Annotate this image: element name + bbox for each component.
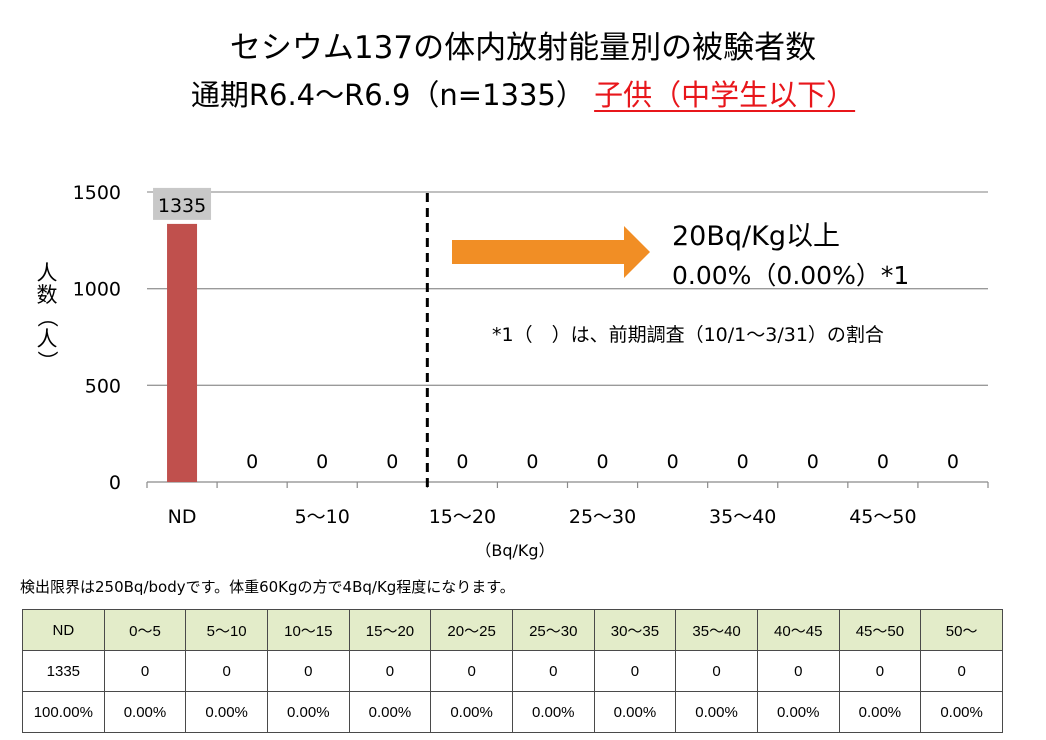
x-axis-ticks: ND 5～10 15～20 25～30 35～40 45～50	[168, 506, 917, 528]
data-label: 0	[456, 451, 468, 473]
data-label: 0	[246, 451, 258, 473]
x-tick-label: 35～40	[709, 506, 776, 528]
table-percent-cell: 0.00%	[430, 691, 513, 733]
table-count-cell: 0	[838, 650, 922, 692]
subtitle-period: 通期R6.4～R6.9（n=1335）	[190, 78, 585, 112]
data-label: 0	[877, 451, 889, 473]
table-row-percents: 100.00% 0.00% 0.00% 0.00% 0.00% 0.00% 0.00% 0.0…	[22, 691, 1003, 733]
table-percent-cell: 0.00%	[511, 691, 595, 733]
threshold-title: 20Bq/Kg以上	[672, 221, 840, 252]
table-percent-cell: 0.00%	[838, 691, 922, 733]
x-axis-label: （Bq/Kg）	[475, 541, 554, 560]
chart-title: セシウム137の体内放射能量別の被験者数	[229, 30, 817, 66]
bar	[167, 223, 198, 482]
data-label: 0	[596, 451, 608, 473]
y-tick-label: 1000	[73, 279, 121, 301]
footnote-note: *1（ ）は、前期調査（10/1～3/31）の割合	[492, 324, 884, 346]
x-tick-label: ND	[168, 506, 197, 528]
y-axis-label: 人数（人）	[34, 262, 60, 372]
data-label: 0	[667, 451, 679, 473]
table-header-cell: 15～20	[348, 609, 432, 651]
y-axis-label-char: （	[35, 306, 59, 328]
table-header-cell: 25～30	[511, 609, 595, 651]
data-label: 0	[316, 451, 328, 473]
table-count-cell: 0	[920, 650, 1003, 692]
table-percent-cell: 0.00%	[675, 691, 758, 733]
data-label: 1335	[158, 195, 206, 217]
table-header-cell: ND	[22, 609, 105, 651]
y-tick-label: 500	[85, 375, 121, 397]
table-count-cell: 0	[593, 650, 677, 692]
y-tick-label: 0	[109, 472, 121, 494]
table-header-row: ND 0～5 5～10 10～15 15～20 20～25 25～30 30～35 35～40 4…	[22, 609, 1003, 651]
table-header-cell: 35～40	[675, 609, 758, 651]
table-row-counts: 1335 0 0 0 0 0 0 0 0 0 0 0	[22, 650, 1003, 692]
bars	[167, 223, 198, 482]
table-percent-cell: 0.00%	[593, 691, 677, 733]
y-axis-label-char: 人	[36, 327, 58, 351]
y-axis-label-char: 人	[36, 261, 58, 285]
table-header-cell: 10～15	[266, 609, 350, 651]
y-axis-label-char: 数	[36, 283, 58, 307]
table-percent-cell: 0.00%	[348, 691, 432, 733]
data-label: 0	[947, 451, 959, 473]
table-header-cell: 40～45	[756, 609, 840, 651]
table-percent-cell: 100.00%	[22, 691, 105, 733]
data-label: 0	[807, 451, 819, 473]
table-count-cell: 0	[348, 650, 432, 692]
table-count-cell: 0	[511, 650, 595, 692]
subtitle-highlight: 子供（中学生以下）	[594, 78, 856, 112]
chart-subtitle: 通期R6.4～R6.9（n=1335） 子供（中学生以下）	[0, 72, 1046, 114]
table-percent-cell: 0.00%	[920, 691, 1003, 733]
y-axis-label-char: ）	[35, 350, 59, 372]
detection-limit-note: 検出限界は250Bq/bodyです。体重60Kgの方で4Bq/Kg程度になります…	[20, 578, 515, 596]
x-tick-label: 15～20	[429, 506, 496, 528]
table-percent-cell: 0.00%	[756, 691, 840, 733]
table-count-cell: 1335	[22, 650, 105, 692]
table-header-cell: 50～	[920, 609, 1003, 651]
table-percent-cell: 0.00%	[103, 691, 187, 733]
table-count-cell: 0	[103, 650, 187, 692]
table-header-cell: 5～10	[185, 609, 268, 651]
table-header-cell: 45～50	[838, 609, 922, 651]
table-header-cell: 0～5	[103, 609, 187, 651]
table-count-cell: 0	[185, 650, 268, 692]
data-label: 0	[386, 451, 398, 473]
arrow-shape	[452, 226, 650, 278]
data-label: 0	[526, 451, 538, 473]
x-tick-label: 5～10	[295, 506, 350, 528]
table-header-cell: 30～35	[593, 609, 677, 651]
table-count-cell: 0	[266, 650, 350, 692]
table-count-cell: 0	[756, 650, 840, 692]
data-label: 0	[737, 451, 749, 473]
table-header-cell: 20～25	[430, 609, 513, 651]
data-labels: 1335 0 0 0 0 0 0 0 0 0 0 0	[153, 187, 959, 473]
x-tick-label: 45～50	[849, 506, 916, 528]
summary-table: ND 0～5 5～10 10～15 15～20 20～25 25～30 30～35 35～40 4…	[22, 609, 1003, 733]
y-axis-ticks: 0 500 1000 1500	[73, 182, 989, 494]
threshold-value: 0.00%（0.00%）*1	[672, 261, 909, 290]
x-tick-label: 25～30	[569, 506, 636, 528]
data-label-box	[153, 187, 212, 220]
y-tick-label: 1500	[73, 182, 121, 204]
table-percent-cell: 0.00%	[185, 691, 268, 733]
table-percent-cell: 0.00%	[266, 691, 350, 733]
table-count-cell: 0	[675, 650, 758, 692]
table-count-cell: 0	[430, 650, 513, 692]
